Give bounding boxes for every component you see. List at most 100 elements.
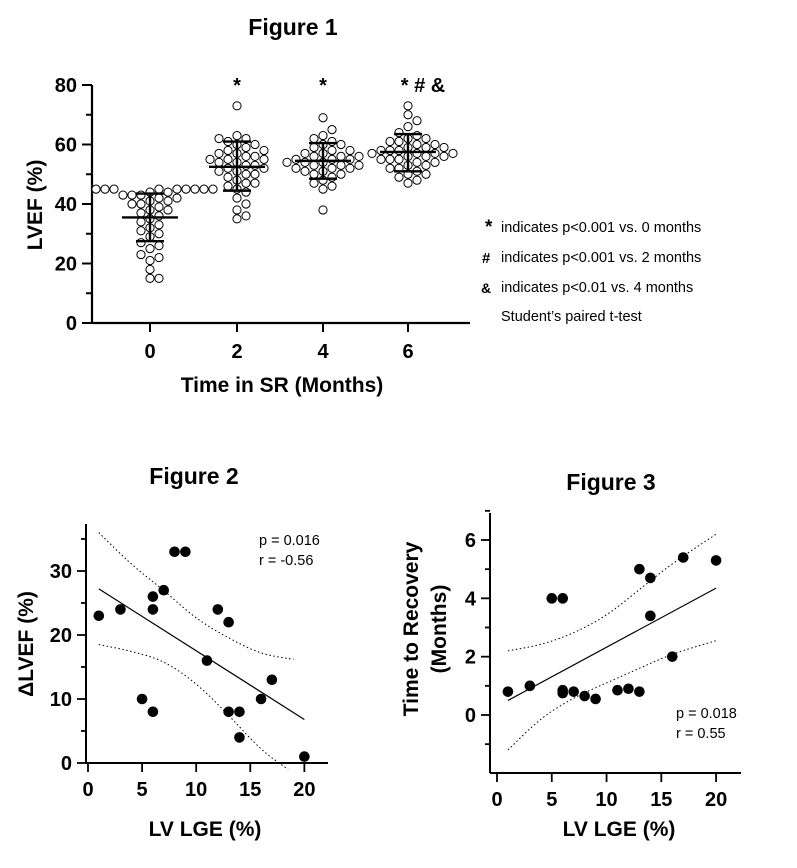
f2-data-point <box>115 604 126 615</box>
figure-1-data-point <box>250 160 260 170</box>
figure-1-data-point <box>430 157 440 167</box>
figure-1-data-point <box>214 133 224 144</box>
f2-data-point <box>147 604 159 615</box>
figure-2-regression <box>98 532 305 770</box>
f3-data-point <box>579 690 590 702</box>
figure-1-data-point <box>439 151 449 161</box>
figure-3-y-axis-label: Time to Recovery <box>400 541 423 716</box>
f2-x-tick-label: 0 <box>82 779 93 801</box>
f3-data-point <box>502 686 514 697</box>
figure-1-data-point <box>421 160 431 170</box>
f3-y-tick-label: 6 <box>465 530 476 552</box>
f3-x-tick-label: 10 <box>595 789 617 811</box>
figure-1-x-tick-label: 6 <box>402 341 413 363</box>
f3-x-tick-label: 5 <box>546 789 557 811</box>
figure-1-data-point <box>223 163 233 173</box>
figure-1-data-point <box>430 139 440 150</box>
figure-1-data-point <box>394 154 404 164</box>
figure-1-data-point <box>345 163 355 173</box>
figure-1-data-point <box>354 160 364 170</box>
figure-1-data-point <box>214 166 224 176</box>
figure-2: Figure 2 0 10 20 30 0 5 10 15 20 ΔLVEF (%) LV LG… <box>15 463 328 841</box>
f3-data-point <box>710 555 722 566</box>
figure-1-data-point <box>336 160 346 170</box>
f3-y-tick-label: 0 <box>465 705 476 727</box>
figure-1-data-point <box>412 116 422 126</box>
figure-1-data-point <box>250 139 260 150</box>
figure-1-x-tick-label: 2 <box>231 341 242 363</box>
f2-data-point <box>169 546 180 558</box>
f2-y-tick-label: 20 <box>50 625 72 647</box>
f3-x-tick-label: 15 <box>650 789 672 811</box>
figure-1-data-point <box>403 178 413 188</box>
figure-1-data-point <box>163 196 173 206</box>
figure-1-data-point <box>354 151 364 161</box>
figure-1-data-point <box>232 193 242 203</box>
figure-1-data-point <box>385 145 395 156</box>
legend-symbol-star: * <box>485 217 493 238</box>
figure-1-y-axis-label: LVEF (%) <box>24 160 47 251</box>
figure-1-data-point <box>345 145 355 156</box>
figure-1-x-tick-label: 4 <box>317 341 329 363</box>
figure-1-data-point <box>421 142 431 153</box>
f2-data-point <box>234 732 245 743</box>
figure-1-data-point <box>300 157 310 167</box>
figure-1-x-axis-label: Time in SR (Months) <box>181 374 384 397</box>
f2-x-tick-label: 10 <box>185 779 207 801</box>
figure-1-data-point <box>259 145 269 156</box>
figure-1-data-point <box>327 172 337 182</box>
figure-2-y-axis-label: ΔLVEF (%) <box>15 591 38 697</box>
f2-data-point <box>180 546 191 558</box>
figure-1-data-point <box>232 205 242 215</box>
f3-data-point <box>612 684 623 696</box>
f3-data-point <box>568 686 579 697</box>
f3-x-tick-label: 0 <box>491 789 502 811</box>
figure-1-data-point <box>190 184 200 194</box>
f3-data-point <box>634 563 645 575</box>
figure-1-data-point <box>421 133 431 144</box>
figure-1-data-point <box>394 172 404 182</box>
f3-ci-upper <box>507 533 717 652</box>
figure-1-y-tick-label: 20 <box>55 254 77 276</box>
figure-1-y-tick-label: 60 <box>55 135 77 157</box>
figure-1-data-point <box>291 154 301 164</box>
figure-1-data-point <box>394 136 404 147</box>
legend-text-hash: indicates p<0.001 vs. 2 months <box>501 250 701 266</box>
figure-1-data-point <box>172 184 182 194</box>
figure-1-data-point <box>145 264 155 275</box>
figure-3-axes: 0 2 4 6 0 5 10 15 20 <box>465 509 741 811</box>
figure-1-data-point <box>154 229 164 239</box>
figure-1-data-point <box>385 136 395 147</box>
figure-1-data-point <box>136 249 146 260</box>
figure-1-data-point <box>327 181 337 191</box>
figure-1-data-point <box>300 148 310 159</box>
figure-1-significance-mark: * <box>319 75 327 97</box>
figure-1-data-point <box>154 202 164 212</box>
figure-1-legend: * indicates p<0.001 vs. 0 months # indic… <box>481 217 701 325</box>
figure-1-data-point <box>241 211 251 221</box>
figure-3-regression <box>507 533 717 751</box>
f2-x-tick-label: 15 <box>239 779 261 801</box>
figure-1-data-point <box>154 241 164 251</box>
figure-1-data-point <box>136 217 146 227</box>
figure-1-data-point <box>208 184 218 194</box>
f3-data-point <box>666 651 678 662</box>
legend-text-amp: indicates p<0.01 vs. 4 months <box>501 280 693 296</box>
figure-1-y-tick-label: 0 <box>66 313 77 335</box>
f3-data-point <box>645 572 656 584</box>
f2-data-point <box>201 655 213 666</box>
figure-1-data-point <box>241 187 251 197</box>
f3-data-point <box>524 680 536 692</box>
figure-1-data-point <box>100 184 110 194</box>
figure-1-data-point <box>241 169 251 179</box>
figure-1-data-point <box>367 148 377 159</box>
f3-data-point <box>557 593 569 604</box>
figure-1-data-point <box>154 193 164 203</box>
figure-2-x-axis-label: LV LGE (%) <box>149 818 262 841</box>
figure-1-data-point <box>282 157 292 167</box>
figure-1-data-point <box>232 214 242 224</box>
figure-1-significance-marks: * * * # & <box>233 75 445 97</box>
f3-y-tick-label: 2 <box>465 647 476 669</box>
f3-data-point <box>645 610 656 622</box>
